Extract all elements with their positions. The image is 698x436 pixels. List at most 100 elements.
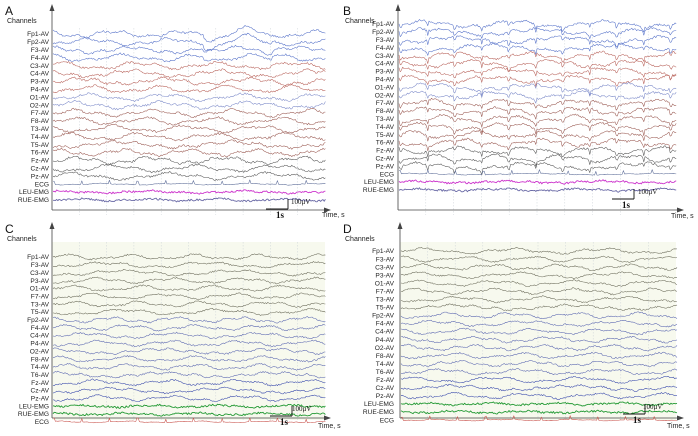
trace bbox=[52, 386, 326, 395]
channel-label: F8-AV bbox=[31, 356, 50, 363]
channel-label: Pz-AV bbox=[31, 396, 50, 403]
trace bbox=[400, 383, 678, 392]
channel-label: C3-AV bbox=[375, 264, 395, 271]
trace bbox=[52, 147, 326, 158]
channel-label: F7-AV bbox=[376, 288, 395, 295]
channel-label: F4-AV bbox=[376, 321, 395, 328]
channel-label: F4-AV bbox=[31, 55, 50, 62]
channel-label: Pz-AV bbox=[376, 163, 395, 170]
channel-label: T6-AV bbox=[376, 140, 395, 147]
channel-label: RUE-EMG bbox=[18, 411, 49, 418]
channel-label: O1-AV bbox=[30, 94, 50, 101]
panel-letter: D bbox=[343, 222, 352, 236]
channel-label: ECG bbox=[35, 181, 49, 188]
trace bbox=[52, 394, 326, 402]
trace bbox=[52, 76, 326, 86]
channel-label: C3-AV bbox=[30, 63, 50, 70]
trace bbox=[398, 187, 677, 193]
channel-label: C4-AV bbox=[375, 61, 395, 68]
trace bbox=[398, 59, 677, 72]
channel-label: F3-AV bbox=[31, 47, 50, 54]
channel-label: F8-AV bbox=[376, 353, 395, 360]
channel-label: F4-AV bbox=[31, 325, 50, 332]
channel-label: O1-AV bbox=[375, 280, 395, 287]
scale-time: 1s bbox=[622, 200, 631, 210]
trace bbox=[400, 401, 678, 407]
trace bbox=[400, 375, 678, 384]
channel-label: F7-AV bbox=[31, 293, 50, 300]
channel-label: LEU-EMG bbox=[364, 179, 394, 186]
channel-label: F3-AV bbox=[376, 256, 395, 263]
trace bbox=[52, 61, 326, 71]
trace bbox=[52, 378, 326, 387]
channel-label: Fp2-AV bbox=[372, 29, 394, 36]
channel-label: T4-AV bbox=[376, 361, 395, 368]
trace bbox=[398, 113, 677, 128]
trace bbox=[52, 355, 326, 363]
trace bbox=[398, 153, 677, 167]
channel-label: Pz-AV bbox=[376, 393, 395, 400]
channel-label: T3-AV bbox=[376, 297, 395, 304]
trace bbox=[52, 68, 326, 79]
trace bbox=[398, 161, 677, 176]
trace bbox=[52, 403, 326, 409]
channels-header: Channels bbox=[345, 18, 375, 25]
trace bbox=[52, 52, 326, 63]
trace bbox=[52, 155, 326, 166]
channel-label: LEU-EMG bbox=[364, 401, 394, 408]
channel-label: C4-AV bbox=[375, 329, 395, 336]
y-axis-arrow bbox=[395, 4, 401, 11]
channel-label: O1-AV bbox=[375, 84, 395, 91]
y-axis-arrow bbox=[397, 222, 403, 229]
channel-label: Cz-AV bbox=[375, 156, 394, 163]
trace bbox=[52, 324, 326, 332]
y-axis-arrow bbox=[49, 222, 55, 229]
scale-voltage: 100μV bbox=[638, 188, 657, 196]
trace bbox=[400, 263, 678, 271]
channel-label: Fp1-AV bbox=[372, 248, 394, 255]
trace bbox=[52, 179, 326, 186]
time-axis-label: Time, s bbox=[322, 212, 345, 219]
trace bbox=[400, 279, 678, 287]
panel-letter: A bbox=[5, 4, 13, 18]
trace bbox=[52, 163, 326, 174]
channel-label: T4-AV bbox=[376, 124, 395, 131]
channel-label: O2-AV bbox=[375, 345, 395, 352]
trace bbox=[398, 137, 677, 152]
trace bbox=[400, 271, 678, 280]
trace bbox=[398, 35, 677, 48]
trace bbox=[398, 19, 677, 33]
time-axis-label: Time, s bbox=[667, 423, 690, 430]
channel-label: Fp1-AV bbox=[27, 31, 49, 38]
channel-label: Fp2-AV bbox=[372, 313, 394, 320]
channel-label: T5-AV bbox=[31, 142, 50, 149]
channel-label: C3-AV bbox=[375, 53, 395, 60]
channel-label: T5-AV bbox=[376, 305, 395, 312]
trace bbox=[52, 268, 326, 277]
channel-label: Fz-AV bbox=[31, 380, 49, 387]
scale-voltage: 100μV bbox=[291, 198, 310, 206]
trace bbox=[52, 189, 326, 195]
trace bbox=[52, 363, 326, 371]
trace bbox=[400, 247, 678, 255]
scale-voltage: 100μV bbox=[292, 405, 311, 413]
trace bbox=[52, 347, 326, 355]
trace bbox=[398, 66, 677, 80]
trace bbox=[52, 284, 326, 292]
trace bbox=[400, 255, 678, 263]
channel-label: Cz-AV bbox=[30, 388, 49, 395]
channel-label: P4-AV bbox=[375, 337, 394, 344]
trace bbox=[52, 171, 326, 181]
trace bbox=[52, 84, 326, 94]
channel-label: T6-AV bbox=[31, 372, 50, 379]
x-axis-arrow bbox=[677, 207, 684, 213]
trace bbox=[52, 253, 326, 261]
trace bbox=[52, 411, 326, 417]
trace bbox=[398, 145, 677, 158]
channel-label: RUE-EMG bbox=[363, 409, 394, 416]
trace bbox=[52, 417, 326, 424]
channel-label: O2-AV bbox=[30, 102, 50, 109]
channel-label: C4-AV bbox=[30, 71, 50, 78]
